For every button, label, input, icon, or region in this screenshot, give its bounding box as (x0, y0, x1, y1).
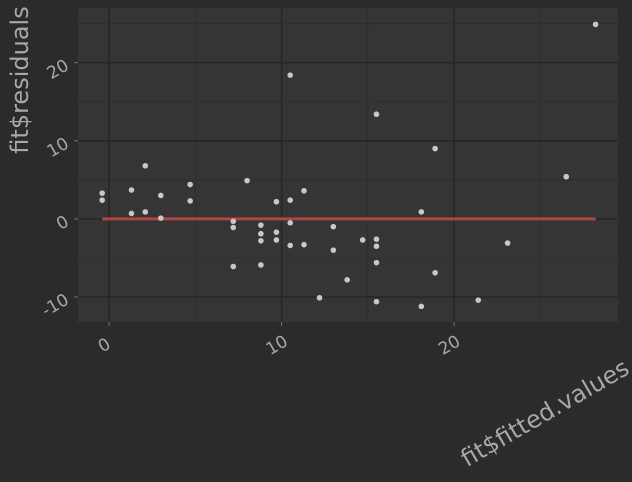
data-point (187, 181, 193, 188)
data-point (158, 192, 164, 199)
data-point (504, 240, 511, 246)
data-point (99, 197, 105, 203)
data-point (258, 230, 264, 237)
y-axis-label: fit$residuals (6, 6, 34, 153)
data-point (142, 209, 149, 215)
data-point (142, 162, 149, 169)
data-point (432, 269, 438, 276)
data-point (128, 187, 135, 193)
data-point (475, 297, 482, 303)
data-point (187, 198, 193, 204)
data-point (258, 262, 264, 268)
data-point (258, 222, 264, 228)
data-point (244, 177, 250, 184)
data-point (344, 277, 350, 283)
data-point (301, 241, 307, 248)
data-point (230, 224, 237, 231)
data-point (316, 294, 323, 301)
data-point (230, 218, 237, 225)
data-point (287, 242, 294, 249)
data-point (128, 210, 135, 217)
data-point (230, 263, 237, 270)
data-point (418, 209, 425, 215)
data-point (301, 187, 307, 194)
data-point (158, 215, 164, 221)
data-point (287, 72, 294, 78)
data-point (287, 197, 294, 203)
data-points (99, 21, 599, 310)
data-point (373, 259, 380, 266)
data-point (373, 243, 380, 250)
data-point (373, 236, 380, 243)
data-point (330, 247, 337, 253)
data-point (99, 190, 105, 196)
data-point (432, 145, 438, 152)
data-point (359, 237, 366, 243)
data-point (273, 229, 280, 235)
data-point (258, 237, 264, 244)
data-point (273, 237, 280, 243)
data-point (373, 111, 380, 118)
plot-panel (78, 8, 618, 322)
data-point (373, 298, 380, 305)
data-point (330, 223, 337, 230)
data-point (273, 198, 280, 205)
grid-minor (78, 8, 618, 322)
data-point (592, 21, 599, 28)
data-point (418, 303, 425, 310)
data-point (287, 220, 294, 226)
data-point (563, 173, 570, 180)
